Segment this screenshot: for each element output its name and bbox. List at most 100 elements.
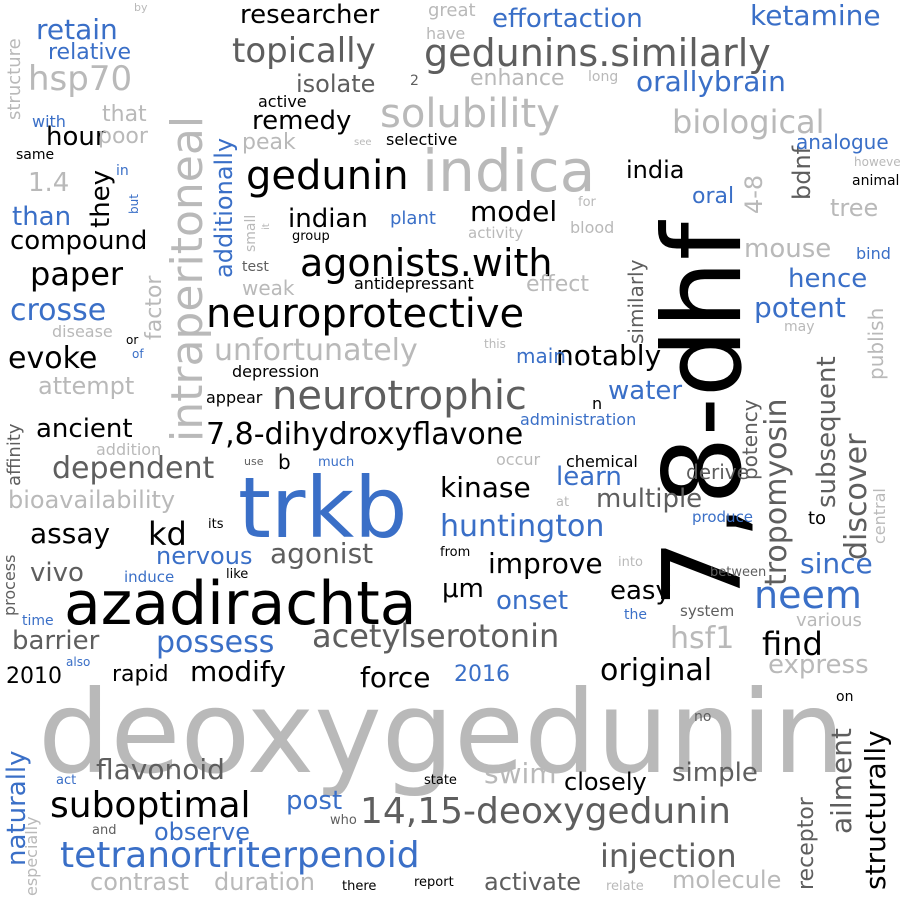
word-ketamine: ketamine	[750, 0, 881, 32]
word-activate: activate	[484, 868, 582, 896]
word-affinity: affinity	[4, 423, 25, 486]
word-animal: animal	[852, 173, 900, 189]
word-in: in	[116, 163, 129, 179]
word-4-8: 4-8	[740, 174, 768, 214]
word-n: n	[592, 394, 603, 413]
word-group: group	[292, 229, 330, 244]
word-hsf1: hsf1	[670, 621, 735, 656]
word-factor: factor	[142, 275, 167, 340]
word-tetranortriterpenoid: tetranortriterpenoid	[60, 835, 420, 876]
word-improve: improve	[488, 547, 603, 580]
word-the: the	[624, 607, 647, 623]
word-dependent: dependent	[52, 451, 215, 486]
word-contrast: contrast	[90, 868, 189, 896]
word-7-8-dihydroxyflavone: 7,8-dihydroxyflavone	[206, 417, 524, 452]
word-since: since	[800, 547, 873, 580]
word-neurotrophic: neurotrophic	[272, 373, 527, 419]
word-tree: tree	[830, 194, 879, 222]
word-it: it	[261, 223, 272, 230]
word-to: to	[808, 508, 827, 529]
word-this: this	[484, 337, 506, 351]
word-see: see	[354, 137, 372, 148]
word-main: main	[516, 344, 566, 368]
word-disease: disease	[52, 322, 113, 341]
word-chemical: chemical	[566, 452, 638, 471]
word-may: may	[784, 319, 815, 335]
word-test: test	[242, 259, 269, 275]
word-time: time	[22, 613, 54, 629]
word-find: find	[762, 625, 823, 663]
word-onset: onset	[496, 586, 569, 616]
word-indian: indian	[288, 204, 368, 234]
word-force: force	[360, 661, 431, 694]
word-addition: addition	[96, 440, 162, 459]
word-state: state	[424, 773, 457, 788]
word-produce: produce	[692, 508, 754, 526]
word-no: no	[694, 709, 712, 725]
word-ancient: ancient	[36, 414, 133, 444]
word-trkb: trkb	[238, 459, 408, 557]
word-azadirachta: azadirachta	[64, 569, 417, 639]
word-post: post	[286, 786, 343, 816]
word-flavonoid: flavonoid	[96, 753, 225, 786]
word-similarly: similarly	[624, 259, 648, 344]
word-remedy: remedy	[252, 106, 352, 136]
word-suboptimal: suboptimal	[50, 785, 251, 826]
word-structurally: structurally	[859, 730, 892, 890]
word-weak: weak	[242, 276, 295, 300]
word-central: central	[870, 488, 889, 544]
word-relate: relate	[606, 879, 644, 894]
word-injection: injection	[600, 837, 737, 875]
word-act: act	[56, 773, 77, 788]
word-active: active	[258, 92, 307, 111]
word-or: or	[126, 333, 139, 347]
word-rapid: rapid	[112, 662, 169, 687]
word-various: various	[796, 610, 862, 631]
word-appear: appear	[206, 388, 263, 407]
word-orallybrain: orallybrain	[636, 65, 786, 98]
word-evoke: evoke	[8, 341, 98, 376]
word-depression: depression	[232, 362, 320, 381]
word-discover: discover	[839, 433, 874, 560]
word-structure: structure	[4, 38, 25, 120]
word-topically: topically	[232, 31, 376, 71]
word-retain: retain	[36, 13, 118, 46]
word-great: great	[428, 0, 476, 21]
word-huntington: huntington	[440, 509, 605, 544]
word-solubility: solubility	[380, 91, 560, 137]
word-who: who	[330, 813, 357, 828]
word-nervous: nervous	[156, 542, 253, 570]
word-analogue: analogue	[796, 130, 889, 154]
word-water: water	[608, 376, 683, 406]
word-vivo: vivo	[30, 558, 84, 588]
word-enhance: enhance	[470, 66, 565, 91]
word-multiple: multiple	[596, 484, 703, 514]
word-and: and	[92, 823, 117, 838]
word-1-4: 1.4	[28, 168, 70, 198]
word-for: for	[578, 195, 596, 210]
word-hour: hour	[46, 122, 106, 152]
word-kinase: kinase	[440, 471, 531, 504]
word-kd: kd	[148, 515, 187, 553]
word-modify: modify	[190, 655, 286, 688]
word-gedunin: gedunin	[246, 153, 409, 199]
word-notably: notably	[556, 339, 662, 372]
word-same: same	[16, 147, 55, 163]
word-ailment: ailment	[825, 728, 858, 834]
word-assay: assay	[30, 517, 111, 550]
word-gedunins-similarly: gedunins.similarly	[424, 31, 771, 75]
word-effect: effect	[526, 272, 589, 297]
word-administration: administration	[520, 410, 637, 429]
word-have: have	[426, 24, 466, 43]
word-researcher: researcher	[240, 0, 380, 30]
word-easy: easy	[610, 576, 671, 606]
word-its: its	[208, 517, 224, 532]
word-process: process	[0, 554, 19, 616]
word-with: with	[32, 112, 66, 131]
word-between: between	[710, 565, 767, 580]
word-than: than	[12, 202, 72, 232]
word-relative: relative	[48, 40, 131, 65]
word-into: into	[618, 555, 643, 570]
word-poor: poor	[98, 124, 148, 149]
